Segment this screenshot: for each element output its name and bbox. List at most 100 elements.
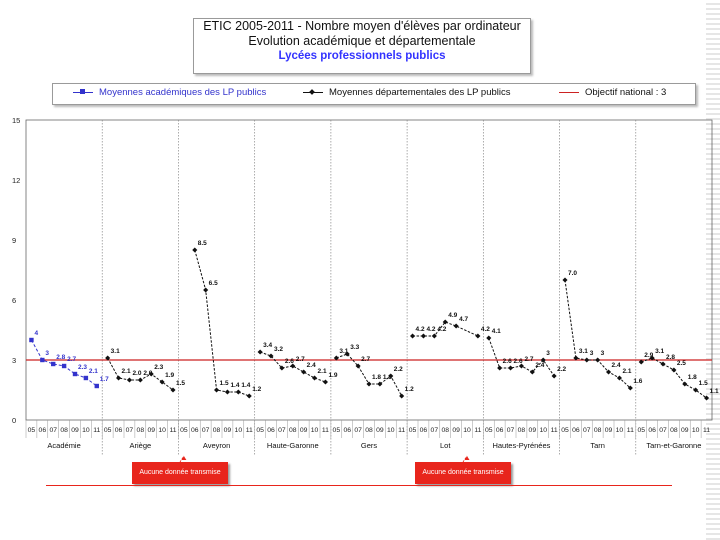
data-label: 1.9 bbox=[165, 372, 174, 379]
x-tick-label: 09 bbox=[71, 427, 79, 434]
x-tick-label: 08 bbox=[518, 427, 526, 434]
data-label: 2.3 bbox=[78, 364, 87, 371]
data-label: 2.2 bbox=[557, 366, 566, 373]
data-point bbox=[170, 387, 176, 393]
y-tick-label: 6 bbox=[12, 296, 16, 305]
data-label: 2.9 bbox=[644, 352, 653, 359]
data-point bbox=[105, 355, 111, 361]
data-point bbox=[333, 355, 339, 361]
note-arrow-head bbox=[464, 456, 470, 460]
data-point bbox=[562, 277, 568, 283]
data-point bbox=[224, 389, 230, 395]
x-tick-label: 05 bbox=[104, 427, 112, 434]
data-point bbox=[40, 357, 45, 363]
x-tick-label: 05 bbox=[180, 427, 188, 434]
data-label: 2.1 bbox=[318, 368, 327, 375]
bottom-rule bbox=[46, 485, 672, 486]
data-point bbox=[682, 381, 688, 387]
data-point bbox=[148, 371, 154, 377]
x-tick-label: 09 bbox=[605, 427, 613, 434]
x-tick-label: 09 bbox=[452, 427, 460, 434]
data-label: 2.7 bbox=[67, 356, 76, 363]
legend-departements: Moyennes départementales des LP publics bbox=[303, 87, 511, 98]
data-label: 3.1 bbox=[655, 348, 664, 355]
data-label: 2.7 bbox=[296, 356, 305, 363]
x-tick-label: 09 bbox=[224, 427, 232, 434]
x-tick-label: 10 bbox=[235, 427, 243, 434]
series-line bbox=[488, 337, 555, 377]
x-tick-label: 08 bbox=[213, 427, 221, 434]
data-point bbox=[137, 377, 143, 383]
data-point bbox=[606, 369, 612, 375]
chart-subtitle-type: Lycées professionnels publics bbox=[278, 50, 446, 62]
data-point bbox=[486, 335, 492, 341]
data-point bbox=[388, 373, 394, 379]
data-label: 4.2 bbox=[416, 326, 425, 333]
data-point bbox=[377, 381, 383, 387]
x-tick-label: 10 bbox=[158, 427, 166, 434]
x-tick-label: 10 bbox=[692, 427, 700, 434]
data-label: 3 bbox=[601, 350, 605, 357]
x-tick-label: 07 bbox=[278, 427, 286, 434]
x-tick-label: 05 bbox=[333, 427, 341, 434]
data-label: 3 bbox=[590, 350, 594, 357]
data-point bbox=[660, 361, 666, 367]
data-label: 2.3 bbox=[154, 364, 163, 371]
legend-objectif-label: Objectif national : 3 bbox=[585, 87, 667, 98]
data-label: 1.5 bbox=[220, 380, 229, 387]
data-point bbox=[257, 349, 263, 355]
x-tick-label: 11 bbox=[474, 427, 481, 434]
data-point bbox=[94, 383, 99, 389]
legend-objectif-line-icon bbox=[559, 91, 579, 93]
x-tick-label: 07 bbox=[354, 427, 362, 434]
x-tick-label: 07 bbox=[431, 427, 439, 434]
data-label: 4.2 bbox=[437, 326, 446, 333]
x-tick-label: 06 bbox=[420, 427, 428, 434]
data-label: 3.1 bbox=[111, 348, 120, 355]
data-label: 4.2 bbox=[481, 326, 490, 333]
data-label: 1.1 bbox=[710, 388, 719, 395]
data-label: 1.2 bbox=[252, 386, 261, 393]
x-tick-label: 05 bbox=[637, 427, 645, 434]
x-tick-label: 06 bbox=[572, 427, 580, 434]
x-tick-label: 05 bbox=[28, 427, 36, 434]
x-tick-label: 11 bbox=[551, 427, 558, 434]
data-point bbox=[268, 353, 274, 359]
data-label: 2.4 bbox=[307, 362, 316, 369]
data-point bbox=[203, 287, 209, 293]
data-label: 3.4 bbox=[263, 342, 272, 349]
data-point bbox=[399, 393, 405, 399]
y-tick-label: 9 bbox=[12, 236, 16, 245]
x-tick-label: 06 bbox=[343, 427, 351, 434]
data-label: 1.2 bbox=[405, 386, 414, 393]
data-label: 7.0 bbox=[568, 270, 577, 277]
plot-frame bbox=[25, 119, 713, 421]
x-tick-label: 10 bbox=[539, 427, 547, 434]
data-label: 2.6 bbox=[503, 358, 512, 365]
data-label: 3 bbox=[45, 350, 49, 357]
x-tick-label: 06 bbox=[267, 427, 275, 434]
group-label: Tarn-et-Garonne bbox=[646, 441, 701, 450]
data-label: 1.5 bbox=[699, 380, 708, 387]
data-point bbox=[214, 387, 220, 393]
data-point bbox=[420, 333, 426, 339]
group-label: Gers bbox=[361, 441, 378, 450]
data-point bbox=[355, 363, 361, 369]
data-label: 1.4 bbox=[241, 382, 250, 389]
x-tick-label: 06 bbox=[191, 427, 199, 434]
data-label: 2.2 bbox=[394, 366, 403, 373]
data-label: 3.1 bbox=[579, 348, 588, 355]
x-tick-label: 09 bbox=[529, 427, 537, 434]
x-tick-label: 08 bbox=[289, 427, 297, 434]
data-point bbox=[126, 377, 132, 383]
data-point bbox=[301, 369, 307, 375]
data-point bbox=[72, 371, 78, 377]
data-label: 3.2 bbox=[274, 346, 283, 353]
data-point bbox=[344, 351, 350, 357]
data-label: 4.2 bbox=[426, 326, 435, 333]
data-label: 2.5 bbox=[677, 360, 686, 367]
data-point bbox=[638, 359, 644, 365]
data-label: 2.4 bbox=[535, 362, 544, 369]
data-label: 1.9 bbox=[328, 372, 337, 379]
